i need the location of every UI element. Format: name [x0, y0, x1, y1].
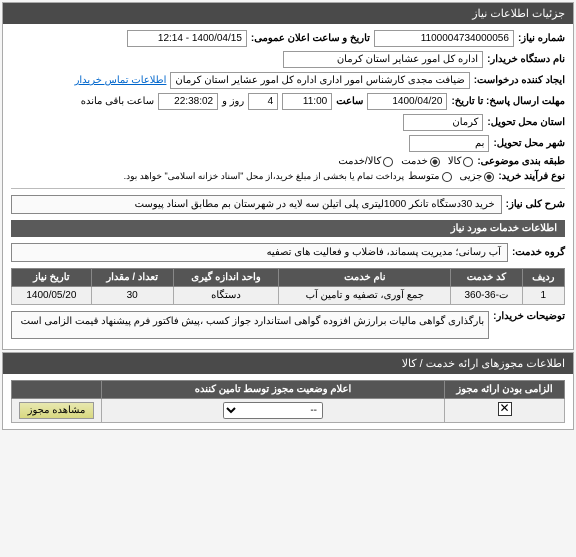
- deadline-label: مهلت ارسال پاسخ: تا تاریخ:: [451, 96, 565, 107]
- deadline-date: 1400/04/20: [367, 93, 447, 110]
- radio-khadamat-label: خدمت: [401, 156, 428, 167]
- radio-motavasset[interactable]: متوسط: [408, 171, 451, 182]
- day-and-label: روز و: [222, 96, 244, 107]
- province-label: استان محل تحویل:: [487, 117, 565, 128]
- th-unit: واحد اندازه گیری: [173, 269, 279, 287]
- services-header: اطلاعات خدمات مورد نیاز: [11, 220, 565, 237]
- desc-header: شرح کلی نیاز:: [506, 199, 565, 210]
- cell-name: جمع آوری، تصفیه و تامین آب: [279, 287, 451, 305]
- contact-link[interactable]: اطلاعات تماس خریدار: [75, 75, 167, 86]
- desc-text: خرید 30دستگاه تانکر 1000لیتری پلی اتیلن …: [11, 195, 502, 214]
- days-value: 4: [248, 93, 278, 110]
- row-process: نوع فرآیند خرید: جزیی متوسط پرداخت تمام …: [11, 171, 565, 182]
- cell-action: مشاهده مجوز: [12, 399, 102, 423]
- service-group-value: آب رسانی؛ مدیریت پسماند، فاضلاب و فعالیت…: [11, 243, 508, 262]
- need-details-panel: جزئیات اطلاعات نیاز شماره نیاز: 11000047…: [2, 2, 574, 350]
- cell-row: 1: [522, 287, 564, 305]
- row-buyer-notes: توضیحات خریدار: بارگذاری گواهی مالیات بر…: [11, 311, 565, 339]
- need-number-label: شماره نیاز:: [518, 33, 565, 44]
- remaining-time: 22:38:02: [158, 93, 218, 110]
- city-label: شهر محل تحویل:: [493, 138, 565, 149]
- deadline-time: 11:00: [282, 93, 332, 110]
- process-note: پرداخت تمام یا بخشی از مبلغ خرید،از محل …: [124, 171, 404, 182]
- need-number-value: 1100004734000056: [374, 30, 514, 47]
- announce-label: تاریخ و ساعت اعلان عمومی:: [251, 33, 370, 44]
- row-service-group: گروه خدمت: آب رسانی؛ مدیریت پسماند، فاضل…: [11, 241, 565, 264]
- remaining-label: ساعت باقی مانده: [81, 96, 154, 107]
- th-date: تاریخ نیاز: [12, 269, 92, 287]
- panel1-header: جزئیات اطلاعات نیاز: [3, 3, 573, 24]
- radio-dot-icon: [430, 157, 440, 167]
- cell-mandatory: [445, 399, 565, 423]
- radio-khadamat[interactable]: خدمت: [401, 156, 440, 167]
- th-name: نام خدمت: [279, 269, 451, 287]
- radio-motavasset-label: متوسط: [408, 171, 439, 182]
- process-label: نوع فرآیند خرید:: [498, 171, 565, 182]
- table-row: 1 ت-36-360 جمع آوری، تصفیه و تامین آب دس…: [12, 287, 565, 305]
- requester-value: ضیافت مجدی کارشناس امور اداری اداره کل ا…: [170, 72, 469, 89]
- panel2-body: الزامی بودن ارائه مجوز اعلام وضعیت مجوز …: [3, 374, 573, 429]
- subject-radio-group: کالا خدمت کالا/خدمت: [338, 156, 473, 167]
- services-table: ردیف کد خدمت نام خدمت واحد اندازه گیری ت…: [11, 268, 565, 305]
- announce-value: 1400/04/15 - 12:14: [127, 30, 247, 47]
- process-radio-group: جزیی متوسط: [408, 171, 494, 182]
- buyer-org-value: اداره کل امور عشایر استان کرمان: [283, 51, 483, 68]
- cell-date: 1400/05/20: [12, 287, 92, 305]
- cell-code: ت-36-360: [451, 287, 522, 305]
- subject-class-label: طبقه بندی موضوعی:: [477, 156, 565, 167]
- desc-section: شرح کلی نیاز: خرید 30دستگاه تانکر 1000لی…: [11, 188, 565, 216]
- th-action: [12, 381, 102, 399]
- time-label: ساعت: [336, 96, 363, 107]
- service-group-label: گروه خدمت:: [512, 247, 565, 258]
- row-province: استان محل تحویل: کرمان: [11, 114, 565, 131]
- panel2-header: اطلاعات مجوزهای ارائه خدمت / کالا: [3, 353, 573, 374]
- row-need-number: شماره نیاز: 1100004734000056 تاریخ و ساع…: [11, 30, 565, 47]
- radio-dot-icon: [484, 172, 494, 182]
- row-requester: ایجاد کننده درخواست: ضیافت مجدی کارشناس …: [11, 72, 565, 89]
- cell-status: --: [102, 399, 445, 423]
- radio-jozei[interactable]: جزیی: [460, 171, 495, 182]
- permits-table: الزامی بودن ارائه مجوز اعلام وضعیت مجوز …: [11, 380, 565, 423]
- radio-kala-khadamat-label: کالا/خدمت: [338, 156, 381, 167]
- th-row: ردیف: [522, 269, 564, 287]
- cell-qty: 30: [91, 287, 173, 305]
- radio-dot-icon: [463, 157, 473, 167]
- buyer-notes-text: بارگذاری گواهی مالیات برارزش افزوده گواه…: [11, 311, 489, 339]
- th-qty: تعداد / مقدار: [91, 269, 173, 287]
- buyer-org-label: نام دستگاه خریدار:: [487, 54, 565, 65]
- permits-row: -- مشاهده مجوز: [12, 399, 565, 423]
- radio-jozei-label: جزیی: [460, 171, 483, 182]
- requester-label: ایجاد کننده درخواست:: [474, 75, 565, 86]
- province-value: کرمان: [403, 114, 483, 131]
- row-city: شهر محل تحویل: بم: [11, 135, 565, 152]
- status-select[interactable]: --: [223, 402, 323, 419]
- services-table-head-row: ردیف کد خدمت نام خدمت واحد اندازه گیری ت…: [12, 269, 565, 287]
- radio-kala-label: کالا: [448, 156, 462, 167]
- permits-head-row: الزامی بودن ارائه مجوز اعلام وضعیت مجوز …: [12, 381, 565, 399]
- radio-kala[interactable]: کالا: [448, 156, 474, 167]
- th-code: کد خدمت: [451, 269, 522, 287]
- row-deadline: مهلت ارسال پاسخ: تا تاریخ: 1400/04/20 سا…: [11, 93, 565, 110]
- view-permit-button[interactable]: مشاهده مجوز: [19, 402, 95, 419]
- panel1-body: شماره نیاز: 1100004734000056 تاریخ و ساع…: [3, 24, 573, 349]
- radio-kala-khadamat[interactable]: کالا/خدمت: [338, 156, 393, 167]
- row-subject-class: طبقه بندی موضوعی: کالا خدمت کالا/خدمت: [11, 156, 565, 167]
- radio-dot-icon: [442, 172, 452, 182]
- cell-unit: دستگاه: [173, 287, 279, 305]
- city-value: بم: [409, 135, 489, 152]
- permits-panel: اطلاعات مجوزهای ارائه خدمت / کالا الزامی…: [2, 352, 574, 430]
- th-status: اعلام وضعیت مجوز توسط تامین کننده: [102, 381, 445, 399]
- radio-dot-icon: [383, 157, 393, 167]
- row-buyer-org: نام دستگاه خریدار: اداره کل امور عشایر ا…: [11, 51, 565, 68]
- buyer-notes-label: توضیحات خریدار:: [493, 311, 565, 322]
- mandatory-checkbox[interactable]: [498, 402, 512, 416]
- th-mandatory: الزامی بودن ارائه مجوز: [445, 381, 565, 399]
